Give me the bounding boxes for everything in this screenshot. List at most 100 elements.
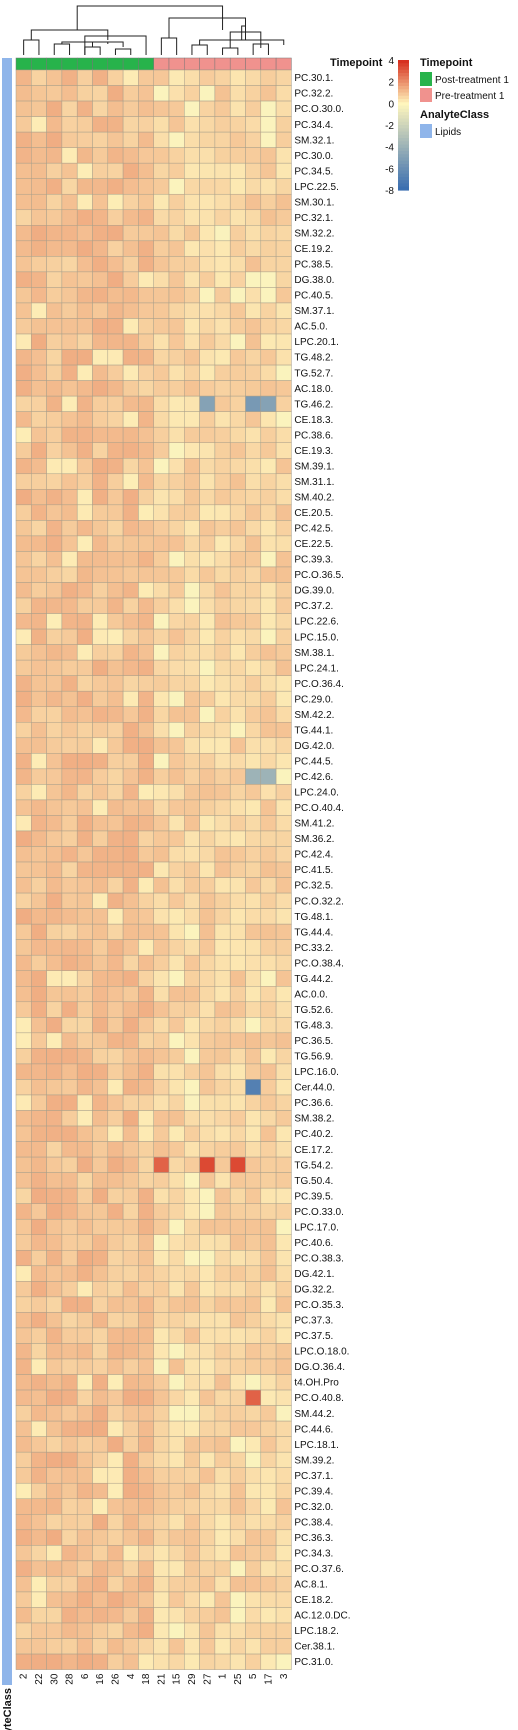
heatmap-cell [260, 364, 277, 381]
heatmap-cell [76, 1203, 93, 1220]
heatmap-cell [122, 613, 139, 630]
heatmap-cell [61, 162, 78, 179]
heatmap-cell [275, 209, 292, 226]
heatmap-cell [31, 520, 47, 537]
heatmap-cell [122, 597, 139, 614]
heatmap-cell [153, 628, 170, 645]
heatmap-cell [153, 970, 170, 987]
heatmap-cell [245, 970, 262, 987]
heatmap-cell [138, 1017, 154, 1034]
row-label: TG.52.7. [294, 368, 333, 379]
heatmap-cell [107, 364, 124, 381]
heatmap-cell [275, 1498, 292, 1515]
heatmap-cell [122, 1141, 139, 1158]
heatmap-cell [214, 256, 231, 273]
heatmap-cell [122, 458, 139, 475]
heatmap-cell [138, 986, 154, 1003]
heatmap-cell [76, 131, 93, 148]
heatmap-cell [122, 566, 139, 583]
heatmap-cell [76, 582, 93, 599]
heatmap-cell [138, 582, 154, 599]
heatmap-cell [76, 458, 93, 475]
row-label: SM.32.1. [294, 135, 334, 146]
heatmap-cell [46, 1653, 63, 1670]
heatmap-cell [214, 799, 231, 816]
row-label: TG.54.2. [294, 1160, 333, 1171]
heatmap-cell [229, 489, 246, 506]
heatmap-cell [214, 1250, 231, 1267]
row-label: SM.40.2. [294, 492, 334, 503]
heatmap-cell [92, 1218, 109, 1235]
heatmap-cell [260, 970, 277, 987]
heatmap-cell [31, 939, 47, 956]
heatmap-cell [275, 690, 292, 707]
heatmap-cell [214, 1358, 231, 1375]
heatmap-cell [199, 1079, 216, 1096]
heatmap-cell [184, 1607, 200, 1624]
heatmap-cell [15, 1327, 32, 1344]
column-label: 6 [80, 1673, 91, 1679]
heatmap-cell [15, 1125, 32, 1142]
heatmap-cell [214, 846, 231, 863]
heatmap-cell [199, 489, 216, 506]
heatmap-cell [138, 1389, 154, 1406]
heatmap-cell [199, 473, 216, 490]
heatmap-cell [214, 411, 231, 428]
heatmap-cell [15, 566, 32, 583]
heatmap-cell [275, 675, 292, 692]
heatmap-cell [153, 954, 170, 971]
heatmap-cell [61, 411, 78, 428]
heatmap-cell [214, 551, 231, 568]
heatmap-cell [260, 846, 277, 863]
heatmap-cell [199, 1420, 216, 1437]
heatmap-cell [92, 582, 109, 599]
heatmap-cell [122, 1653, 139, 1670]
heatmap-cell [107, 69, 124, 86]
heatmap-cell [15, 784, 32, 801]
heatmap-cell [31, 923, 47, 940]
heatmap-cell [31, 131, 47, 148]
heatmap-cell [184, 1265, 200, 1282]
heatmap-cell [15, 846, 32, 863]
heatmap-cell [138, 1079, 154, 1096]
heatmap-cell [46, 1250, 63, 1267]
heatmap-cell [61, 815, 78, 832]
heatmap-cell [214, 1218, 231, 1235]
heatmap-cell [153, 675, 170, 692]
heatmap-cell [61, 1327, 78, 1344]
heatmap-cell [229, 1125, 246, 1142]
heatmap-cell [46, 1622, 63, 1639]
heatmap-cell [138, 784, 154, 801]
colorbar-segment [398, 151, 409, 155]
heatmap-cell [46, 458, 63, 475]
heatmap-cell [31, 333, 47, 350]
colorbar-segment [398, 73, 409, 77]
heatmap-cell [184, 706, 200, 723]
heatmap-cell [260, 1389, 277, 1406]
heatmap-cell [184, 333, 200, 350]
heatmap-cell [199, 1281, 216, 1298]
row-label: PC.32.5. [294, 881, 333, 892]
heatmap-cell [138, 1436, 154, 1453]
heatmap-cell [229, 675, 246, 692]
heatmap-cell [15, 1281, 32, 1298]
column-label: 28 [65, 1673, 76, 1685]
heatmap-cell [46, 116, 63, 133]
heatmap-cell [260, 628, 277, 645]
heatmap-cell [168, 535, 185, 552]
legend-swatch [420, 124, 432, 138]
timepoint-track-title: Timepoint [330, 57, 383, 69]
heatmap-cell [260, 395, 277, 412]
heatmap-cell [122, 193, 139, 211]
heatmap-cell [229, 209, 246, 226]
heatmap-cell [184, 535, 200, 552]
heatmap-cell [122, 753, 139, 770]
heatmap-cell [122, 364, 139, 381]
row-label: LPC.15.0. [294, 632, 338, 643]
heatmap-cell [46, 815, 63, 832]
heatmap-cell [275, 908, 292, 925]
heatmap-cell [122, 877, 139, 894]
heatmap-cell [122, 1063, 139, 1080]
heatmap-cell [184, 1094, 200, 1111]
